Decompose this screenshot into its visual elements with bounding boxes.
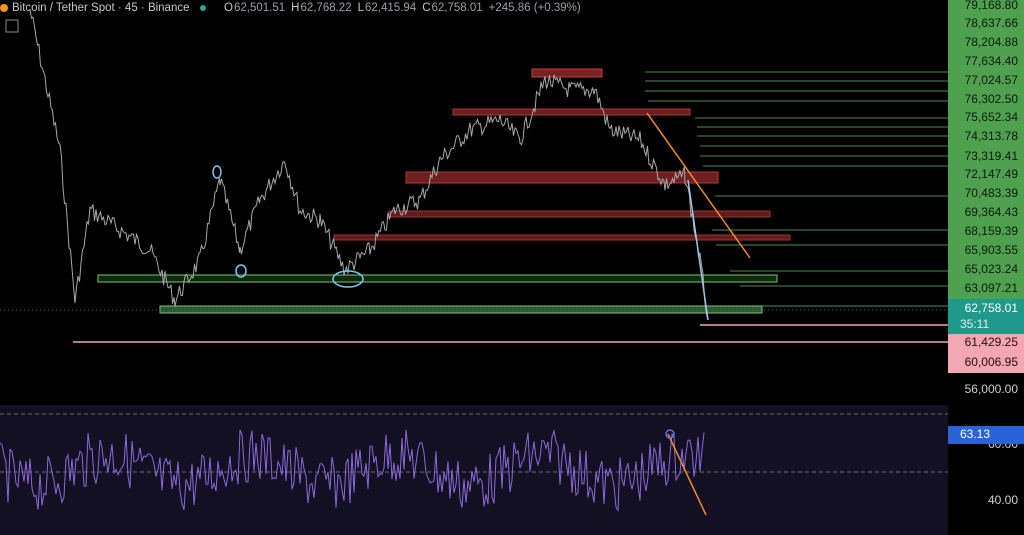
support-zone xyxy=(159,305,763,314)
highlight-circle xyxy=(332,270,364,288)
price-label: 68,159.39 xyxy=(965,224,1019,238)
resistance-zone xyxy=(405,171,719,184)
price-label: 77,634.40 xyxy=(965,54,1019,68)
price-label: 65,023.24 xyxy=(965,262,1019,276)
rsi-current-box xyxy=(948,426,1024,444)
price-label: 77,024.57 xyxy=(965,73,1019,87)
highlight-circle xyxy=(235,264,247,278)
symbol: Bitcoin / Tether Spot · 45 · Binance xyxy=(12,2,190,14)
price-label: 75,652.34 xyxy=(965,110,1019,124)
level-lines xyxy=(645,71,950,307)
highlight-circle xyxy=(212,165,222,179)
trend-line xyxy=(687,179,709,321)
price-label: 70,483.39 xyxy=(965,186,1019,200)
collapse-toggle[interactable] xyxy=(5,19,19,33)
current-price-box xyxy=(948,299,1024,334)
plain-label: 56,000.00 xyxy=(965,382,1019,396)
price-label: 65,903.55 xyxy=(965,243,1019,257)
rsi-lower: 40.00 xyxy=(988,493,1018,507)
ohlc-value: 62,758.01 xyxy=(432,2,483,14)
rsi-panel xyxy=(0,405,948,535)
ohlc-value: 62,768.22 xyxy=(300,2,351,14)
pink-label: 60,006.95 xyxy=(965,355,1019,369)
countdown: 35:11 xyxy=(960,317,989,331)
price-label: 79,168.80 xyxy=(965,0,1019,12)
ohlc: O 62,501.51 H 62,768.22 L 62,415.94 C 62,758.01… xyxy=(224,2,581,14)
support-zone xyxy=(97,274,778,283)
price-label: 63,097.21 xyxy=(965,281,1019,295)
resistance-zone xyxy=(531,68,603,78)
price-series xyxy=(29,9,709,321)
change: +245.86 (+0.39%) xyxy=(489,2,581,14)
current-price: 62,758.01 xyxy=(965,301,1019,315)
pivot-marker xyxy=(665,429,675,439)
axis-green xyxy=(948,0,1024,299)
drawings xyxy=(0,9,950,343)
ohlc-value: 62,415.94 xyxy=(365,2,417,14)
price-label: 72,147.49 xyxy=(965,167,1019,181)
rsi-current: 63.13 xyxy=(960,427,990,441)
price-axis: 79,168.80 78,637.66 78,204.88 77,634.40 77,0… xyxy=(948,0,1024,507)
status-dot xyxy=(200,5,206,11)
price-label: 78,204.88 xyxy=(965,35,1019,49)
symbol-icon xyxy=(0,4,8,12)
price-label: 74,313.78 xyxy=(965,129,1019,143)
ohlc-label: L xyxy=(358,2,365,14)
ohlc-value: 62,501.51 xyxy=(234,2,285,14)
resistance-zone xyxy=(388,210,771,218)
ohlc-label: C xyxy=(422,2,430,14)
price-label: 69,364.43 xyxy=(965,205,1019,219)
trend-line xyxy=(667,433,707,516)
trend-line xyxy=(646,112,751,259)
resistance-zone xyxy=(452,108,691,116)
price-label: 76,302.50 xyxy=(965,92,1019,106)
pink-label: 61,429.25 xyxy=(965,335,1019,349)
price-label: 73,319.41 xyxy=(965,149,1019,163)
pink-box xyxy=(948,334,1024,373)
price-label: 78,637.66 xyxy=(965,16,1019,30)
resistance-zone xyxy=(333,234,791,241)
rsi-series xyxy=(0,429,705,513)
ohlc-label: O xyxy=(224,2,233,14)
ohlc-label: H xyxy=(291,2,299,14)
